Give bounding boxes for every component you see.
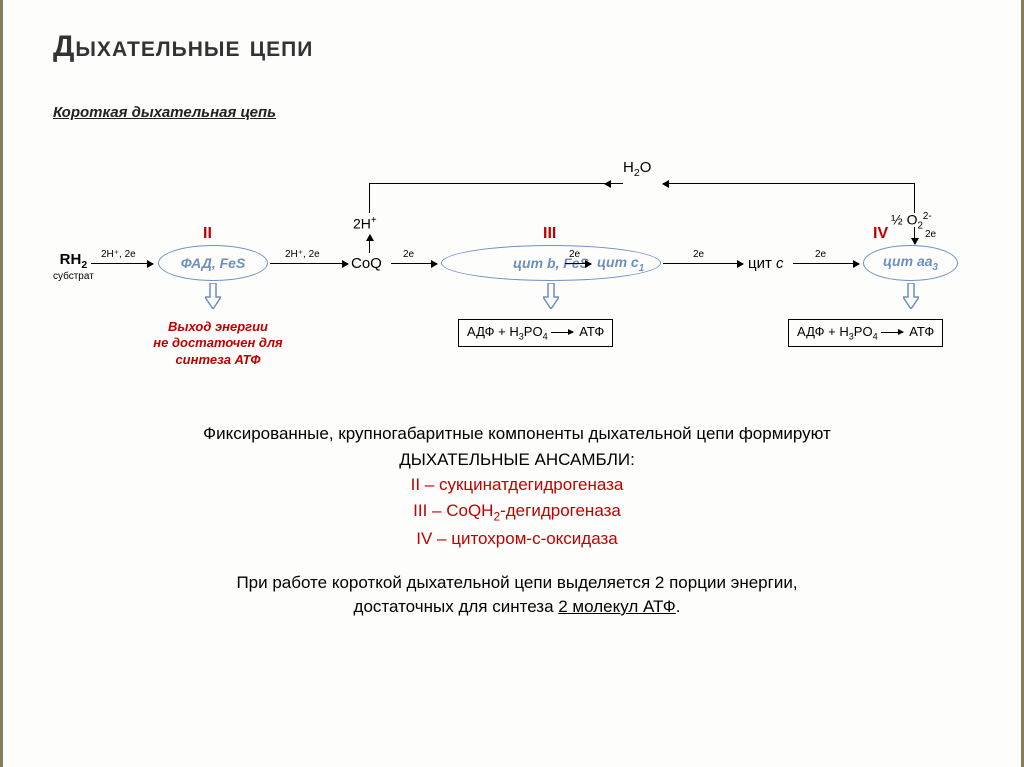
atp-box-iv: АДФ + H3PO4 АТФ [788, 319, 943, 347]
open-arrow-ii [205, 283, 219, 305]
label-cytc-to-iv: 2e [815, 249, 826, 260]
cyt-c-node: цит с [748, 255, 784, 272]
complex-iv-label: IV [873, 225, 888, 243]
final-note: При работе короткой дыхательной цепи выд… [53, 571, 981, 619]
label-coq-to-iii: 2e [403, 249, 414, 260]
desc-line1: Фиксированные, крупногабаритные компонен… [53, 421, 981, 447]
h2o-label: H2O [623, 159, 651, 179]
label-iii-to-cytc: 2e [693, 249, 704, 260]
line-o2-down [914, 183, 915, 213]
arrow-into-h2o-right [663, 183, 681, 184]
energy-insufficient-note: Выход энергиине достаточен длясинтеза АТ… [133, 319, 303, 368]
arrow-2h-up [369, 235, 370, 253]
cyt-c1-text: цит с1 [597, 254, 644, 274]
page-title: Дыхательные цепи [53, 30, 981, 64]
arrow-coq-to-iii [391, 263, 437, 264]
ansambl-iv: IV – цитохром-с-оксидаза [53, 526, 981, 552]
arrow-cytc-to-iv [793, 263, 859, 264]
complex-ii-ellipse: ФАД, FeS [158, 245, 268, 281]
label-inside-iii: 2e [569, 249, 580, 260]
complex-iv-text: цит аа3 [883, 253, 938, 273]
complex-iii-label: III [543, 225, 556, 243]
complex-ii-text: ФАД, FeS [181, 255, 246, 271]
atp-box-iii: АДФ + H3PO4 АТФ [458, 319, 613, 347]
complex-ii-label: II [203, 225, 212, 243]
ansambl-ii: II – сукцинатдегидрогеназа [53, 472, 981, 498]
arrow-o2-down [914, 227, 915, 244]
arrow-inside-iii [565, 263, 591, 264]
open-arrow-iv [903, 283, 917, 305]
final-l1: При работе короткой дыхательной цепи выд… [53, 571, 981, 595]
arrow-into-h2o-left [605, 183, 623, 184]
desc-line2: ДЫХАТЕЛЬНЫЕ АНСАМБЛИ: [53, 447, 981, 473]
final-l2b: 2 молекул АТФ [558, 597, 675, 616]
open-arrow-iii [543, 283, 557, 305]
arrow-rh2-to-ii [91, 263, 153, 264]
section-subtitle: Короткая дыхательная цепь [53, 104, 981, 121]
arrow-ii-to-coq [270, 263, 348, 264]
arrow-iii-to-cytc [663, 263, 743, 264]
final-l2: достаточных для синтеза 2 молекул АТФ. [53, 595, 981, 619]
line-2h-up [369, 183, 370, 213]
line-h2o-left [369, 183, 605, 184]
two-h-plus-label: 2H+ [353, 215, 377, 232]
rh2-node: RH2 субстрат [53, 251, 94, 282]
description-block: Фиксированные, крупногабаритные компонен… [53, 421, 981, 551]
final-l2a: достаточных для синтеза [354, 597, 559, 616]
respiratory-chain-diagram: H2O 2H+ ½ O22- 2e RH2 субстрат 2H⁺, 2e I… [53, 141, 973, 411]
label-ii-to-coq: 2H⁺, 2e [285, 249, 320, 260]
ansambl-iii: III – CoQH2-дегидрогеназа [53, 498, 981, 526]
complex-iv-ellipse: цит аа3 [863, 245, 958, 281]
o2-2e-label: 2e [925, 229, 936, 240]
coq-node: CoQ [351, 255, 382, 272]
rh2-substrate-note: субстрат [53, 271, 94, 282]
label-rh2-to-ii: 2H⁺, 2e [101, 249, 136, 260]
line-h2o-right [681, 183, 914, 184]
